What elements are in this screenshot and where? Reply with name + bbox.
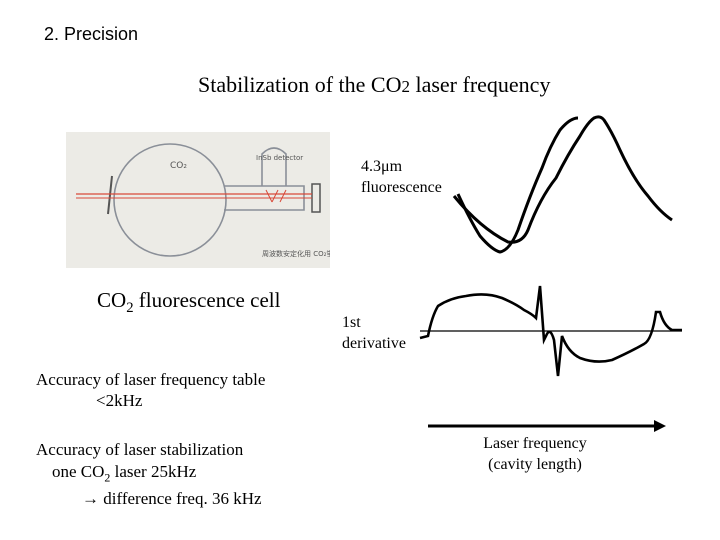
accuracy-frequency-table: Accuracy of laser frequency table <2kHz bbox=[36, 369, 265, 411]
fluorescence-label: 4.3μm fluorescence bbox=[361, 156, 442, 198]
accuracy-stabilization-one-laser: one CO2 laser 25kHz bbox=[36, 461, 262, 488]
title-rest: laser frequency bbox=[409, 72, 551, 97]
cell-caption-post: fluorescence cell bbox=[133, 288, 281, 312]
title-main: Stabilization of the CO bbox=[198, 72, 402, 97]
section-heading: 2. Precision bbox=[44, 24, 139, 44]
fluorescence-cell-photo: CO₂ InSb detector 周波数安定化用 CO₂蛍光セル bbox=[66, 132, 330, 268]
fluorescence-rays bbox=[265, 189, 287, 203]
frequency-axis-arrowhead bbox=[654, 420, 666, 432]
frequency-axis-label-sub: (cavity length) bbox=[488, 456, 582, 473]
photo-label-japanese: 周波数安定化用 CO₂蛍光セル bbox=[262, 249, 330, 258]
derivative-label-text: derivative bbox=[342, 335, 406, 352]
accuracy-stabilization-heading: Accuracy of laser stabilization bbox=[36, 440, 244, 459]
photo-label-detector: InSb detector bbox=[256, 154, 303, 162]
derivative-label: 1st derivative bbox=[342, 312, 406, 354]
detector-window bbox=[261, 147, 287, 186]
frequency-axis-label-main: Laser frequency bbox=[483, 435, 587, 452]
cell-input-window bbox=[107, 175, 113, 215]
frequency-axis-label: Laser frequency (cavity length) bbox=[470, 433, 600, 475]
photo-label-co2: CO₂ bbox=[170, 161, 187, 171]
one-laser-post: laser 25kHz bbox=[110, 462, 197, 481]
fluorescence-label-wavelength: 4.3μm bbox=[361, 158, 403, 175]
accuracy-stabilization-difference: → difference freq. 36 kHz bbox=[82, 489, 262, 509]
accuracy-stabilization: Accuracy of laser stabilization one CO2 … bbox=[36, 439, 262, 510]
derivative-curve bbox=[419, 285, 682, 377]
one-laser-pre: one CO bbox=[52, 462, 105, 481]
cell-caption-pre: CO bbox=[97, 288, 127, 312]
title-subscript: 2 bbox=[401, 77, 410, 96]
fluorescence-curve bbox=[452, 115, 673, 244]
one-laser-subscript: 2 bbox=[104, 470, 111, 485]
slide-title: Stabilization of the CO2 laser frequency bbox=[198, 72, 550, 98]
derivative-label-order: 1st bbox=[342, 314, 361, 331]
cell-caption-subscript: 2 bbox=[126, 300, 134, 317]
accuracy-table-heading: Accuracy of laser frequency table bbox=[36, 370, 266, 389]
fluorescence-label-text: fluorescence bbox=[361, 179, 442, 196]
cell-bulb bbox=[113, 143, 227, 257]
cell-caption: CO2 fluorescence cell bbox=[97, 288, 280, 317]
accuracy-table-value: <2kHz bbox=[96, 391, 143, 410]
fluorescence-curve-rise bbox=[456, 116, 579, 254]
